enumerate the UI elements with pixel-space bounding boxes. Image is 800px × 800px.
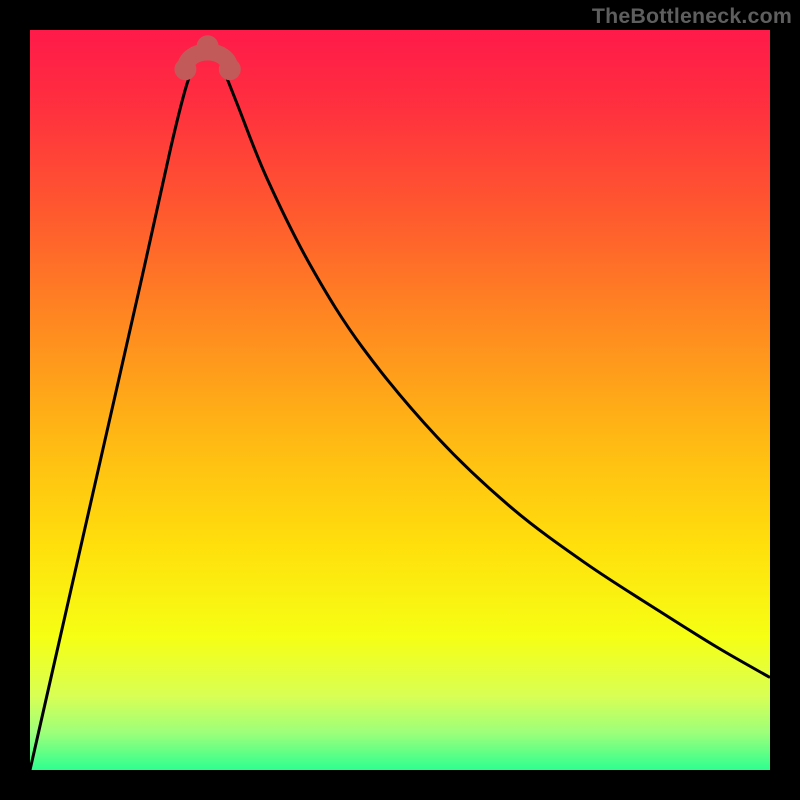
chart-frame [0,0,800,800]
watermark-text: TheBottleneck.com [592,4,792,29]
bottleneck-chart [0,0,800,800]
gradient-background [30,30,770,770]
